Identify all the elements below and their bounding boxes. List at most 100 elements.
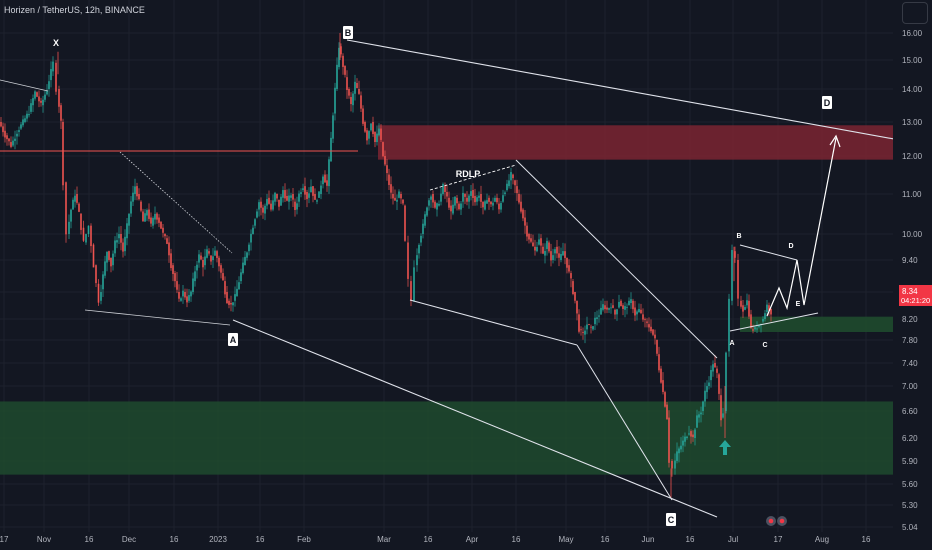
candle-body <box>484 201 486 210</box>
label-a: A <box>230 335 237 345</box>
candle-body <box>676 451 678 461</box>
candle-body <box>318 191 320 198</box>
candle-body <box>578 314 580 332</box>
candle-body <box>106 251 108 263</box>
y-tick-label: 9.40 <box>902 256 918 265</box>
candle-body <box>126 223 128 239</box>
candle-body <box>284 190 286 199</box>
candle-body <box>482 201 484 208</box>
candle-body <box>178 292 180 299</box>
candle-body <box>486 200 488 204</box>
candle-body <box>48 81 50 89</box>
menu-icon[interactable] <box>902 2 928 24</box>
candle-body <box>654 334 656 339</box>
candle-body <box>2 126 4 133</box>
candle-body <box>590 326 592 328</box>
x-tick-label: 16 <box>601 535 610 544</box>
candle-body <box>360 95 362 109</box>
candle-body <box>456 197 458 204</box>
candle-body <box>678 448 680 454</box>
candle-body <box>194 271 196 282</box>
projection-path <box>766 137 837 317</box>
x-tick-label: Nov <box>37 535 51 544</box>
candle-body <box>632 300 634 310</box>
candle-body <box>462 192 464 202</box>
candle-body <box>580 329 582 331</box>
candle-body <box>10 142 12 147</box>
candle-body <box>600 307 602 315</box>
candle-body <box>628 300 630 306</box>
candle-body <box>144 213 146 222</box>
support-line <box>84 309 231 326</box>
candle-body <box>570 273 572 279</box>
candle-body <box>346 77 348 91</box>
candle-body <box>328 159 330 187</box>
candle-body <box>402 199 404 204</box>
candle-body <box>374 131 376 143</box>
candle-body <box>172 265 174 274</box>
candle-body <box>192 278 194 292</box>
price-axis-bg <box>893 0 932 550</box>
candle-body <box>516 186 518 194</box>
candle-body <box>214 250 216 256</box>
candle-body <box>664 392 666 407</box>
candle-body <box>134 186 136 194</box>
candle-body <box>266 199 268 206</box>
trend-line <box>0 79 49 92</box>
candle-body <box>756 328 758 330</box>
candle-body <box>72 199 74 210</box>
label-box <box>343 26 353 39</box>
candle-body <box>478 195 480 198</box>
candle-body <box>700 412 702 415</box>
candle-body <box>160 221 162 229</box>
candle-body <box>154 213 156 220</box>
candle-body <box>304 186 306 195</box>
label-b: B <box>345 28 352 38</box>
candle-body <box>624 306 626 310</box>
candle-body <box>407 242 409 279</box>
candle-body <box>190 291 192 297</box>
price-tag-price: 8.34 <box>902 287 918 296</box>
candle-body <box>278 199 280 207</box>
candle-body <box>142 211 144 222</box>
candle-body <box>14 138 16 141</box>
candle-body <box>440 193 442 202</box>
candle-body <box>644 319 646 320</box>
x-tick-label: Jun <box>642 535 655 544</box>
y-tick-label: 7.80 <box>902 336 918 345</box>
candle-body <box>428 200 430 206</box>
event-icon[interactable] <box>766 516 787 526</box>
candle-body <box>174 273 176 282</box>
candle-body <box>522 209 524 219</box>
candle-body <box>424 214 426 226</box>
candle-body <box>198 254 200 263</box>
candle-body <box>354 81 356 94</box>
y-tick-label: 14.00 <box>902 85 923 94</box>
candle-body <box>182 290 184 297</box>
x-tick-label: 16 <box>862 535 871 544</box>
candle-body <box>114 240 116 254</box>
candle-body <box>480 194 482 202</box>
candle-body <box>208 251 210 254</box>
candle-body <box>206 249 208 258</box>
candle-body <box>112 253 114 266</box>
candle-body <box>398 191 400 198</box>
candle-body <box>400 194 402 199</box>
candle-body <box>574 292 576 301</box>
candle-body <box>314 194 316 200</box>
candle-body <box>350 97 352 105</box>
label-rdlp: RDLP <box>456 169 481 179</box>
x-tick-label: 17 <box>774 535 783 544</box>
candle-body <box>124 236 126 252</box>
label-box <box>666 513 676 526</box>
candle-body <box>152 217 154 226</box>
candle-body <box>526 225 528 237</box>
candles <box>0 33 772 498</box>
candle-body <box>26 113 28 119</box>
candle-body <box>572 281 574 295</box>
y-tick-label: 8.20 <box>902 315 918 324</box>
candle-body <box>60 105 62 121</box>
candle-body <box>718 374 720 394</box>
